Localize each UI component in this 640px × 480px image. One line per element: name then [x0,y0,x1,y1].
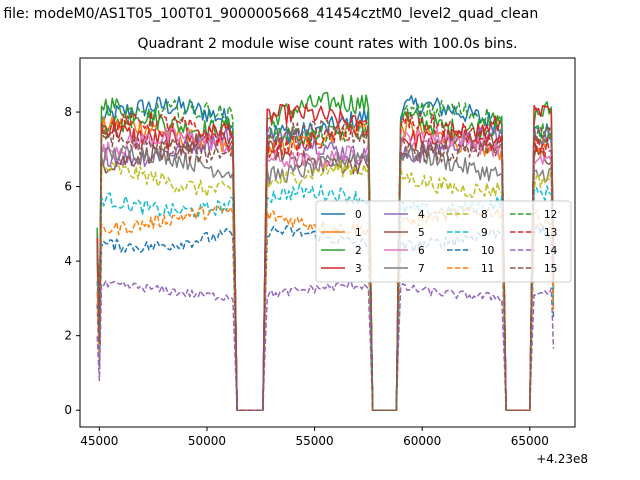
series-line-0 [96,94,555,411]
series-line-8 [96,159,555,411]
legend-label-0: 0 [355,209,362,221]
x-tick-label: 60000 [403,434,441,448]
legend-label-10: 10 [481,245,494,257]
series-line-9 [96,184,555,411]
legend-label-6: 6 [418,245,425,257]
y-tick-label: 6 [64,180,72,194]
legend-label-3: 3 [355,263,362,275]
chart-title: Quadrant 2 module wise count rates with … [137,36,518,52]
x-tick-label: 50000 [188,434,226,448]
x-offset-label: +4.23e8 [536,452,588,466]
legend-label-13: 13 [544,227,557,239]
series-line-12 [96,99,555,411]
x-tick-label: 65000 [511,434,549,448]
y-tick-label: 0 [64,403,72,417]
legend-label-4: 4 [418,209,425,221]
series-line-10 [96,224,555,411]
legend-label-2: 2 [355,245,362,257]
y-tick-label: 8 [64,105,72,119]
series-line-13 [96,111,555,411]
plot-frame [79,57,576,428]
series-line-15 [96,119,555,411]
legend-label-7: 7 [418,263,425,275]
x-tick-label: 55000 [295,434,333,448]
legend-label-11: 11 [481,263,494,275]
y-tick-label: 2 [64,329,72,343]
ticks-layer: 45000 50000 55000 60000 65000 0 2 4 6 8 [64,105,549,448]
legend-label-8: 8 [481,209,488,221]
legend-label-14: 14 [544,245,558,257]
legend-label-5: 5 [418,227,425,239]
x-tick-label: 45000 [80,434,118,448]
legend-label-15: 15 [544,263,557,275]
legend-label-9: 9 [481,227,488,239]
y-tick-label: 4 [64,254,72,268]
legend-label-12: 12 [544,209,557,221]
figure-suptitle: n file: modeM0/AS1T05_100T01_9000005668_… [0,6,539,22]
series-line-3 [96,103,555,411]
legend-box [315,200,572,283]
legend-label-1: 1 [355,227,362,239]
series-line-14 [96,280,555,411]
series-line-7 [96,145,555,411]
